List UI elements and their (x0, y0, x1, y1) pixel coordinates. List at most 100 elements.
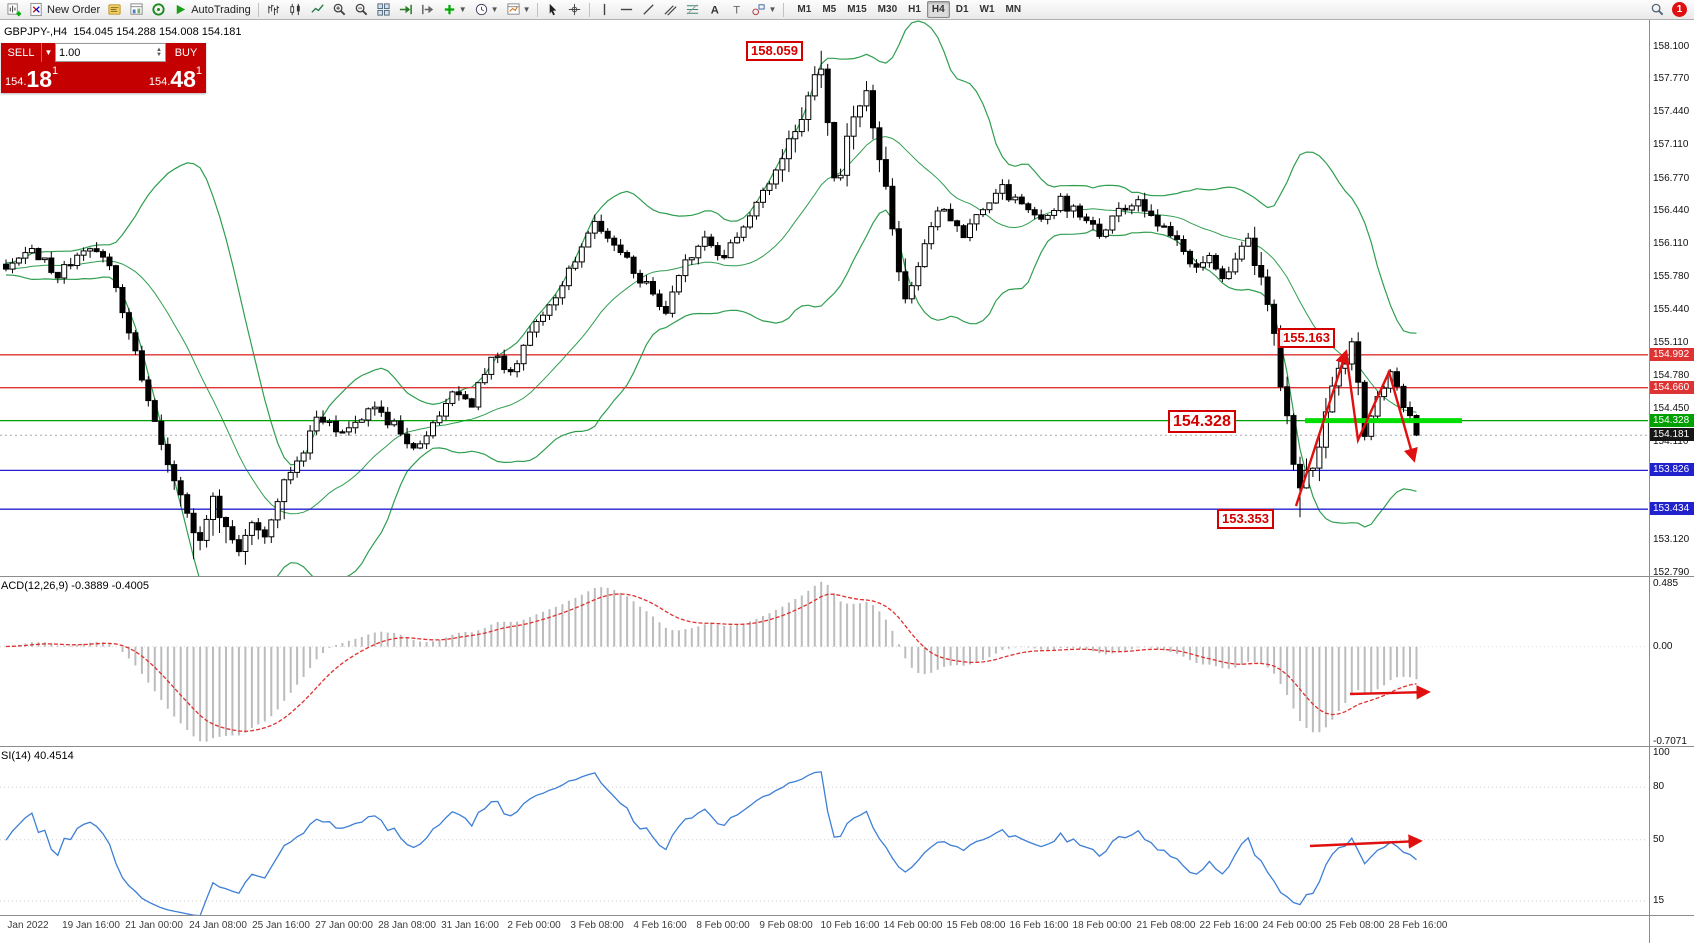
timeframe-button-m15[interactable]: M15 (847, 4, 867, 15)
price-axis-label: 157.110 (1653, 139, 1689, 150)
macd-axis-label: 0.00 (1653, 641, 1673, 652)
volume-spinner[interactable]: ▲ ▼ (156, 46, 162, 58)
buy-price-button[interactable]: 154. 48 1 (104, 62, 207, 93)
price-level-tag: 154.328 (1650, 414, 1694, 427)
timeframe-button-h1[interactable]: H1 (908, 4, 921, 15)
price-axis[interactable]: 158.100 157.770 157.440 157.110 156.770 156.4… (1649, 20, 1694, 578)
auto-scroll-button[interactable] (395, 1, 416, 19)
indicators-button[interactable]: ▼ (439, 1, 470, 19)
new-order-button[interactable]: New Order (26, 1, 103, 19)
horizontal-line-icon (621, 8, 633, 11)
timeframe-button-w1[interactable]: W1 (979, 4, 995, 15)
channel-icon (664, 5, 678, 16)
autotrading-label: AutoTrading (191, 3, 251, 16)
rsi-chart[interactable]: SI(14) 40.4514 (0, 747, 1648, 915)
shapes-icon (752, 4, 766, 16)
line-chart-button[interactable] (307, 1, 328, 19)
data-window-button[interactable] (148, 1, 169, 19)
macd-axis-label: 0.485 (1653, 578, 1679, 589)
new-chart-button[interactable] (4, 1, 25, 19)
crosshair-button[interactable] (564, 1, 585, 19)
timeframe-button-mn[interactable]: MN (1005, 4, 1022, 15)
rsi-axis-label: 15 (1653, 895, 1665, 906)
candlestick-chart-button[interactable] (285, 1, 306, 19)
cursor-button[interactable] (542, 1, 563, 19)
buy-price-sup: 1 (195, 65, 202, 77)
candlestick-chart-icon (290, 3, 300, 16)
clock-icon (475, 3, 487, 16)
vertical-line-button[interactable] (594, 1, 615, 19)
periods-button[interactable]: ▼ (471, 1, 502, 19)
toolbar-separator (537, 2, 539, 17)
price-level-tag: 153.434 (1650, 502, 1694, 515)
price-chart[interactable]: GBPJPY-,H4 154.045 154.288 154.008 154.1… (0, 20, 1648, 576)
sell-price-sup: 1 (52, 65, 59, 77)
timeframe-button-m30[interactable]: M30 (877, 4, 898, 15)
horizontal-line-button[interactable] (616, 1, 637, 19)
time-axis-label: 28 Jan 08:00 (378, 920, 436, 931)
price-annotation: 155.163 (1278, 328, 1335, 348)
time-axis-corner (1649, 916, 1694, 943)
line-chart-icon (311, 4, 324, 13)
fibonacci-button[interactable] (682, 1, 703, 19)
time-axis-label: 21 Jan 00:00 (125, 920, 183, 931)
chart-shift-button[interactable] (417, 1, 438, 19)
market-watch-button[interactable] (126, 1, 147, 19)
volume-input[interactable]: 1.00 ▲ ▼ (55, 43, 166, 62)
indicators-plus-icon (444, 4, 454, 15)
chevron-down-icon: ▼ (490, 5, 499, 14)
order-type-dropdown[interactable]: ▼ (41, 43, 55, 62)
label-tool-button[interactable]: T (726, 1, 747, 19)
autotrading-button[interactable]: AutoTrading (170, 1, 254, 19)
timeframe-button-m1[interactable]: M1 (797, 4, 812, 15)
new-order-icon (30, 2, 42, 17)
text-tool-icon: A (711, 5, 719, 17)
zoom-out-button[interactable] (351, 1, 372, 19)
macd-chart[interactable]: ACD(12,26,9) -0.3889 -0.4005 (0, 577, 1648, 746)
time-axis-label: 18 Feb 00:00 (1072, 920, 1132, 931)
one-click-trading-panel: SELL ▼ 1.00 ▲ ▼ BUY 154. 18 1 154. 48 1 (1, 43, 206, 93)
metaeditor-button[interactable] (104, 1, 125, 19)
timeframe-button-h4[interactable]: H4 (926, 1, 950, 18)
time-axis-label: 24 Jan 08:00 (189, 920, 247, 931)
macd-axis-label: -0.7071 (1653, 736, 1687, 747)
toolbar-separator (783, 2, 785, 17)
search-button[interactable] (1647, 1, 1668, 19)
template-icon (506, 3, 520, 15)
macd-panel: ACD(12,26,9) -0.3889 -0.4005 0.485 0.00 -0… (0, 576, 1694, 747)
shapes-button[interactable]: ▼ (748, 1, 779, 19)
sell-header[interactable]: SELL (1, 43, 41, 62)
trendline-button[interactable] (638, 1, 659, 19)
toolbar-separator (589, 2, 591, 17)
templates-button[interactable]: ▼ (503, 1, 534, 19)
channel-button[interactable] (660, 1, 681, 19)
price-axis-label: 154.450 (1653, 403, 1690, 414)
timeframe-button-m5[interactable]: M5 (822, 4, 837, 15)
timeframe-button-d1[interactable]: D1 (955, 4, 969, 15)
time-axis[interactable]: Jan 2022 19 Jan 16:00 21 Jan 00:00 24 Jan 0… (0, 915, 1694, 943)
tile-windows-button[interactable] (373, 1, 394, 19)
autotrading-play-icon (176, 4, 186, 15)
notification-badge[interactable]: 1 (1672, 2, 1687, 17)
bar-chart-button[interactable] (263, 1, 284, 19)
svg-text:A: A (711, 5, 719, 17)
price-axis-label: 157.440 (1653, 106, 1690, 117)
rsi-axis-label: 50 (1653, 834, 1665, 845)
chevron-down-icon: ▼ (768, 5, 777, 14)
metaeditor-icon (108, 4, 121, 15)
symbol-info: GBPJPY-,H4 154.045 154.288 154.008 154.1… (4, 26, 242, 38)
new-order-label: New Order (47, 3, 101, 16)
ohlc-values: 154.045 154.288 154.008 154.181 (73, 26, 242, 38)
text-tool-button[interactable]: A (704, 1, 725, 19)
price-axis-label: 158.100 (1653, 41, 1690, 52)
sell-price-button[interactable]: 154. 18 1 (1, 62, 104, 93)
vertical-line-icon (604, 3, 606, 16)
search-icon (1651, 3, 1664, 16)
zoom-in-button[interactable] (329, 1, 350, 19)
price-level-tag: 154.660 (1650, 381, 1694, 394)
buy-header[interactable]: BUY (166, 43, 206, 62)
tile-windows-icon (377, 3, 390, 16)
time-axis-label: 31 Jan 16:00 (441, 920, 499, 931)
time-axis-label: 4 Feb 16:00 (633, 920, 687, 931)
